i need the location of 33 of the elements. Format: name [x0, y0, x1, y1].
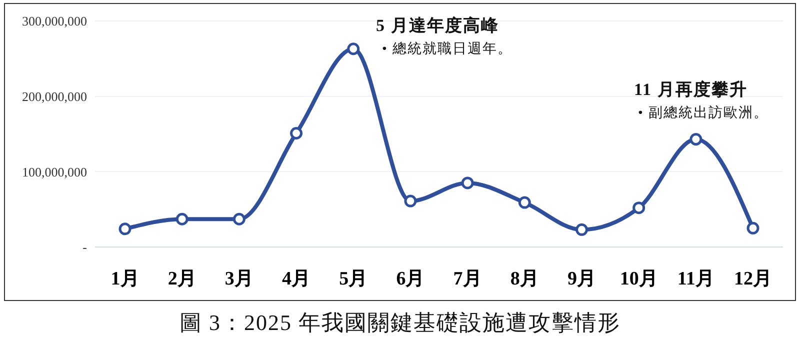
annotation: • 副總統出訪歐洲。	[638, 104, 768, 122]
point	[461, 176, 474, 190]
x-tick-label: 1月	[110, 268, 140, 290]
x-tick-label: 6月	[396, 268, 425, 290]
point	[347, 42, 360, 56]
point	[176, 212, 188, 226]
point	[232, 212, 246, 226]
x-tick-label: 9月	[567, 268, 596, 290]
point	[632, 202, 646, 214]
point	[118, 222, 132, 236]
x-tick-label: 12月	[734, 268, 772, 290]
y-tick-label: 200,000,000	[22, 88, 87, 104]
y-tick-label: -	[82, 240, 87, 255]
x-tick-label: 5月	[339, 268, 368, 290]
x-tick-label: 3月	[224, 268, 254, 290]
x-tick-label: 4月	[282, 268, 311, 290]
point	[746, 222, 760, 234]
text: 圖 3：2025 年我國關鍵基礎設施遭攻擊情形	[178, 309, 622, 337]
x-tick-label: 2月	[168, 268, 196, 290]
y-tick-label: 300,000,000	[22, 14, 87, 29]
annotation: • 總統就職日週年。	[382, 40, 512, 58]
point	[690, 133, 702, 146]
x-tick-label: 11月	[677, 268, 714, 290]
annotation: 11 月再度攀升	[634, 79, 748, 101]
x-tick-label: 10月	[620, 268, 658, 290]
x-tick-label: 8月	[510, 268, 539, 290]
point	[290, 126, 303, 140]
annotation: 5 月達年度高峰	[376, 15, 499, 37]
x-tick-label: 7月	[453, 268, 482, 290]
y-tick-label: 100,000,000	[22, 164, 87, 180]
point	[518, 196, 531, 209]
point	[404, 194, 417, 208]
point	[575, 223, 588, 236]
